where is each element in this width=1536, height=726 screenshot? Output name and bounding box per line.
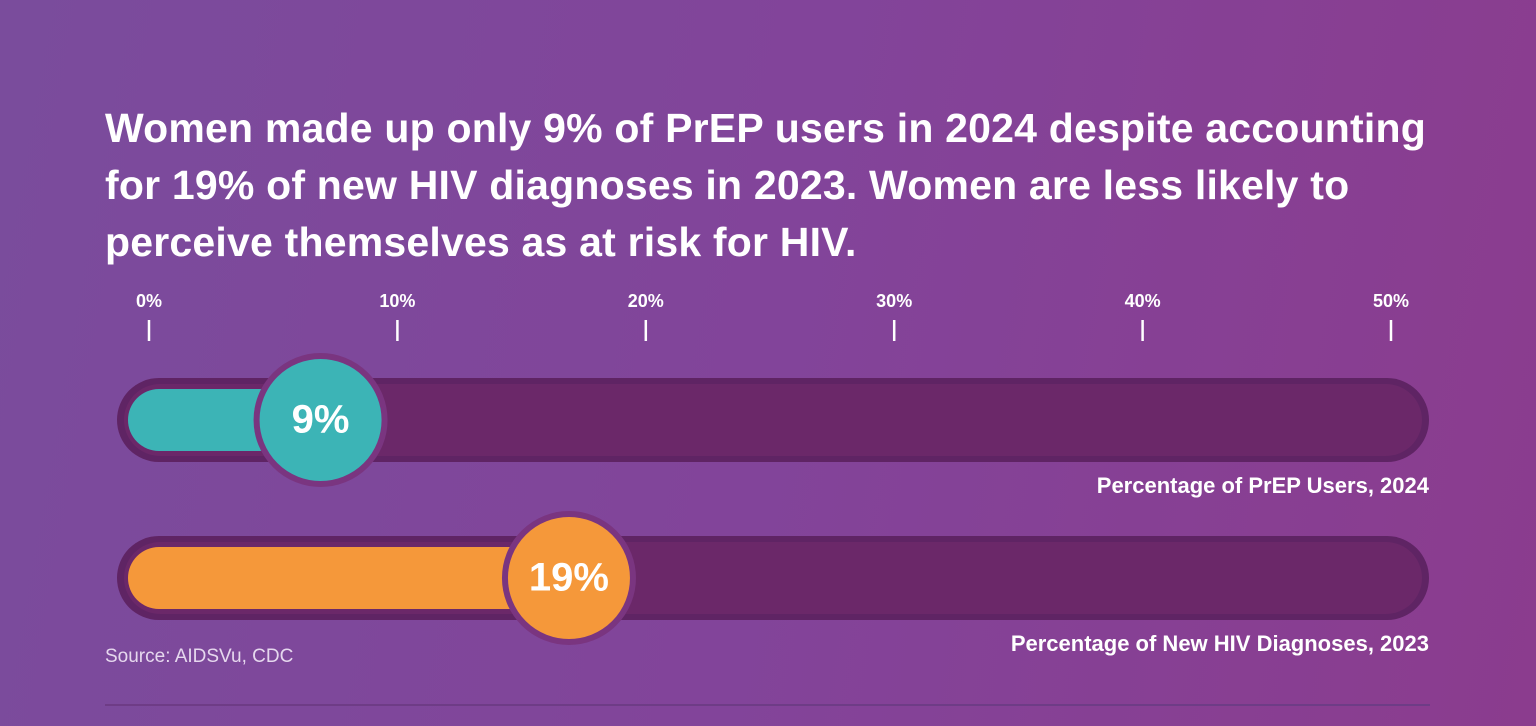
x-tick-label: 50%: [1373, 291, 1409, 311]
x-tick-label: 40%: [1125, 291, 1161, 311]
legend-label: Percentage of New HIV Diagnoses, 2023: [1011, 631, 1429, 656]
value-label: 9%: [292, 398, 350, 442]
source: Source: AIDSVu, CDC: [105, 646, 293, 667]
bar: [128, 547, 621, 609]
legend-label: Percentage of PrEP Users, 2024: [1097, 473, 1430, 498]
x-tick-label: 20%: [628, 291, 664, 311]
x-tick-label: 30%: [876, 291, 912, 311]
chart-title: Women made up only 9% of PrEP users in 2…: [105, 105, 1426, 265]
x-tick-label: 0%: [136, 291, 162, 311]
value-label: 19%: [529, 556, 609, 600]
x-tick-label: 10%: [379, 291, 415, 311]
bar-track-inner: [124, 384, 1422, 456]
value-bubble: [501, 511, 636, 645]
value-bubble: [253, 353, 388, 487]
